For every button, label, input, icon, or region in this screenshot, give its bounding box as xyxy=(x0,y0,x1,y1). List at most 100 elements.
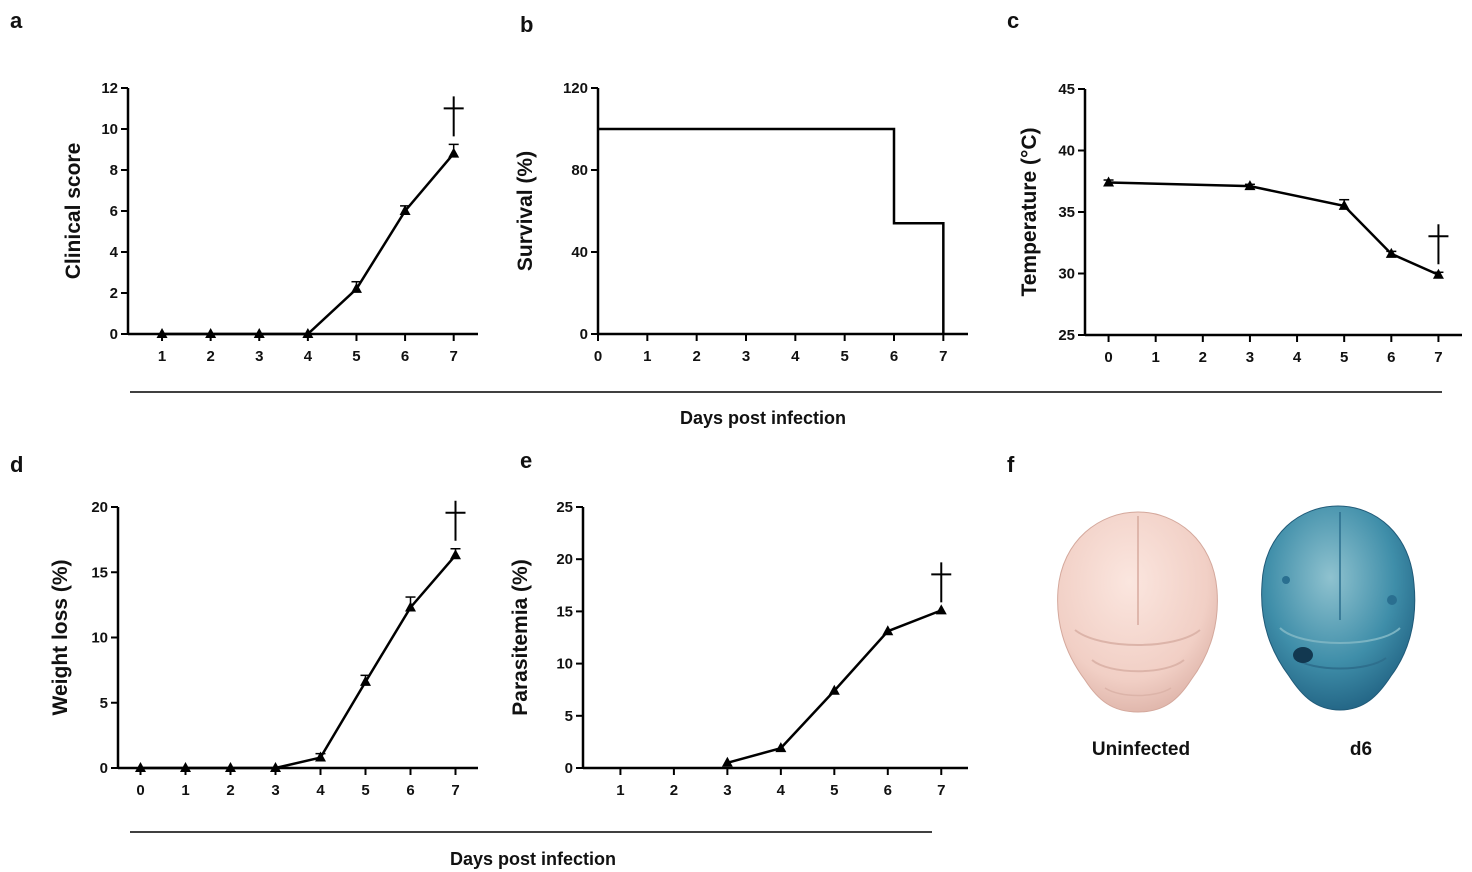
top-shared-xlabel: Days post infection xyxy=(680,408,846,428)
data-point xyxy=(882,625,894,636)
y-tick-label: 0 xyxy=(565,760,573,777)
x-tick-label: 6 xyxy=(406,782,414,799)
death-dagger xyxy=(445,500,466,541)
y-tick-label: 0 xyxy=(580,326,588,343)
x-tick-label: 5 xyxy=(840,348,848,365)
y-tick-label: 10 xyxy=(101,121,118,138)
x-tick-label: 4 xyxy=(791,348,800,365)
x-tick-label: 5 xyxy=(1340,349,1348,366)
data-point xyxy=(135,762,146,772)
data-point xyxy=(156,328,168,338)
y-tick-label: 10 xyxy=(91,630,108,647)
x-tick-label: 0 xyxy=(594,348,602,365)
data-point xyxy=(935,604,947,615)
y-tick-label: 2 xyxy=(110,285,118,302)
x-tick-label: 1 xyxy=(616,782,624,799)
panel-letter-d: d xyxy=(10,452,23,477)
y-axis-title: Parasitemia (%) xyxy=(509,559,532,715)
data-point xyxy=(205,328,217,338)
y-axis-title: Clinical score xyxy=(62,143,85,280)
data-point xyxy=(721,756,733,767)
x-tick-label: 7 xyxy=(451,782,459,799)
y-axis-title: Survival (%) xyxy=(514,151,537,271)
x-tick-label: 3 xyxy=(255,348,263,365)
y-tick-label: 35 xyxy=(1058,204,1075,221)
data-point xyxy=(253,328,265,338)
x-tick-label: 7 xyxy=(450,348,458,365)
y-tick-label: 25 xyxy=(1058,327,1075,344)
panel-d: d 0 5 10 15 20 0 1 2 3 4 5 6 7 Weight loss (%) xyxy=(10,452,478,799)
x-tick-label: 5 xyxy=(352,348,360,365)
y-tick-label: 4 xyxy=(110,244,119,261)
x-tick-label: 2 xyxy=(226,782,234,799)
x-tick-label: 2 xyxy=(670,782,678,799)
data-point xyxy=(1385,247,1397,258)
x-tick-label: 4 xyxy=(304,348,313,365)
y-tick-label: 8 xyxy=(110,162,118,179)
series-line xyxy=(598,127,945,334)
y-axis-title: Temperature (°C) xyxy=(1018,127,1041,296)
data-point xyxy=(448,147,460,158)
data-point xyxy=(1244,180,1256,191)
y-tick-label: 0 xyxy=(110,326,118,343)
x-tick-label: 2 xyxy=(206,348,214,365)
x-tick-label: 2 xyxy=(1199,349,1207,366)
x-tick-label: 2 xyxy=(692,348,700,365)
x-tick-label: 7 xyxy=(937,782,945,799)
x-tick-label: 6 xyxy=(890,348,898,365)
y-tick-label: 30 xyxy=(1058,266,1075,283)
brain-label-d6: d6 xyxy=(1350,739,1372,760)
data-point xyxy=(1103,176,1115,187)
data-point xyxy=(450,549,461,560)
x-tick-label: 1 xyxy=(158,348,166,365)
brain-uninfected-image xyxy=(1057,511,1218,713)
x-tick-label: 6 xyxy=(401,348,409,365)
brain-infected-image xyxy=(1261,505,1416,711)
death-dagger xyxy=(931,562,952,603)
y-tick-label: 15 xyxy=(91,564,108,581)
data-point xyxy=(180,762,191,772)
y-tick-label: 0 xyxy=(100,760,108,777)
y-tick-label: 40 xyxy=(571,244,588,261)
data-point xyxy=(775,742,787,753)
data-point xyxy=(360,675,371,686)
y-axis-title: Weight loss (%) xyxy=(49,560,72,716)
y-tick-label: 5 xyxy=(100,695,108,712)
y-tick-label: 25 xyxy=(556,499,573,516)
x-tick-label: 0 xyxy=(136,782,144,799)
panel-e: e 0 5 10 15 20 25 1 2 3 4 5 6 7 Parasitemia (%) xyxy=(509,448,968,799)
series-line xyxy=(1108,181,1439,276)
x-tick-label: 7 xyxy=(1434,349,1442,366)
x-tick-label: 3 xyxy=(271,782,279,799)
panel-letter-c: c xyxy=(1007,8,1019,33)
data-point xyxy=(302,328,314,338)
data-point xyxy=(225,762,236,772)
bottom-shared-xlabel: Days post infection xyxy=(450,849,616,869)
x-tick-label: 5 xyxy=(830,782,838,799)
x-tick-label: 0 xyxy=(1104,349,1112,366)
y-tick-label: 15 xyxy=(556,603,573,620)
death-dagger xyxy=(443,96,464,137)
data-point xyxy=(1338,199,1350,210)
x-tick-label: 7 xyxy=(939,348,947,365)
data-point xyxy=(405,601,416,612)
y-tick-label: 120 xyxy=(563,80,588,97)
death-dagger xyxy=(1428,224,1449,265)
y-tick-label: 80 xyxy=(571,162,588,179)
x-tick-label: 4 xyxy=(1293,349,1302,366)
x-tick-label: 1 xyxy=(643,348,651,365)
data-point xyxy=(1432,268,1444,279)
y-tick-label: 20 xyxy=(556,551,573,568)
x-tick-label: 4 xyxy=(316,782,325,799)
y-tick-label: 10 xyxy=(556,656,573,673)
brain-label-uninfected: Uninfected xyxy=(1092,739,1190,760)
panel-letter-f: f xyxy=(1007,452,1015,477)
panel-letter-a: a xyxy=(10,8,23,33)
y-tick-label: 40 xyxy=(1058,143,1075,160)
y-tick-label: 5 xyxy=(565,708,573,725)
x-tick-label: 4 xyxy=(777,782,786,799)
data-point xyxy=(350,282,362,293)
data-point xyxy=(270,762,281,772)
